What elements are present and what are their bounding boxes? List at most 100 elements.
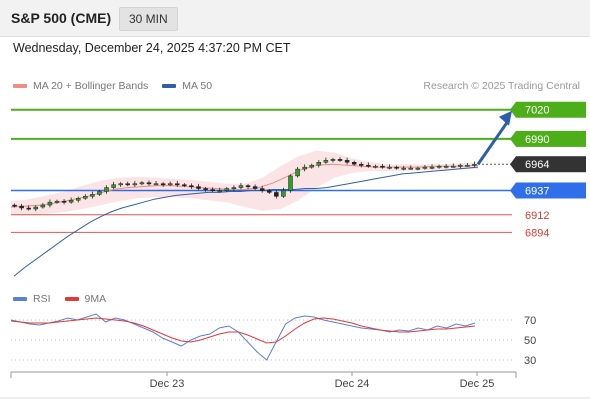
level-tag-pointer-6990 — [510, 130, 516, 147]
candle-body — [245, 185, 251, 188]
forecast-arrow-head — [499, 110, 512, 126]
candle-body — [40, 204, 46, 208]
legend-label-9ma: 9MA — [84, 293, 107, 305]
x-tick-label-2: Dec 25 — [460, 378, 495, 390]
rsi-9ma-line — [10, 317, 476, 344]
legend-item-ma20: MA 20 + Bollinger Bands — [13, 80, 148, 92]
candle-body — [12, 204, 17, 207]
legend-label-rsi: RSI — [33, 293, 51, 305]
legend-label-ma50: MA 50 — [182, 80, 213, 92]
chart-header: S&P 500 (CME) 30 MIN — [0, 0, 590, 37]
candle-body — [465, 164, 470, 167]
candle-body — [302, 166, 307, 170]
bollinger-band — [11, 150, 478, 215]
candle-body — [344, 160, 350, 163]
candle-body — [274, 192, 279, 197]
research-credit: Research © 2025 Trading Central — [423, 80, 580, 92]
level-label-6990: 6990 — [525, 134, 549, 146]
rsi-legend: RSI 9MA — [13, 293, 120, 305]
candle-body — [415, 167, 421, 170]
candle-body — [175, 183, 180, 186]
ma50-line — [13, 166, 479, 277]
level-label-6894: 6894 — [525, 227, 549, 239]
x-tick-label-1: Dec 24 — [335, 378, 370, 390]
level-tag-pointer-6937 — [510, 182, 516, 199]
candle-body — [387, 166, 392, 169]
candle-body — [259, 188, 265, 191]
candle-body — [146, 182, 152, 185]
current-price-tag — [516, 156, 586, 173]
candle-body — [139, 182, 145, 185]
candle-body — [83, 196, 88, 199]
candle-body — [472, 163, 477, 166]
instrument-title: S&P 500 (CME) — [11, 10, 112, 26]
legend-item-ma50: MA 50 — [162, 80, 212, 92]
candle-body — [217, 190, 222, 192]
level-label-7020: 7020 — [525, 105, 549, 117]
level-tag-6990 — [516, 130, 586, 147]
candle-body — [252, 186, 258, 189]
main-legend: MA 20 + Bollinger Bands MA 50 — [13, 80, 226, 92]
current-price-tag-pointer — [510, 156, 516, 173]
candle-body — [429, 166, 435, 169]
candle-body — [118, 183, 123, 186]
candle-body — [401, 167, 406, 170]
candle-body — [436, 165, 442, 168]
legend-swatch-ma50 — [162, 84, 177, 88]
candle-body — [196, 186, 201, 189]
candle-body — [281, 190, 286, 197]
candle-body — [26, 207, 31, 210]
candle-body — [90, 194, 95, 197]
candle-body — [373, 165, 378, 168]
candle-body — [408, 167, 414, 170]
forecast-arrow-shaft — [476, 118, 511, 166]
candle-body — [47, 201, 53, 206]
candle-body — [75, 198, 81, 201]
candle-body — [288, 175, 293, 191]
candle-body — [309, 164, 314, 168]
candle-body — [267, 190, 272, 193]
current-price-label: 6964 — [525, 159, 549, 171]
x-tick-label-0: Dec 23 — [150, 378, 185, 390]
candle-body — [366, 164, 371, 167]
legend-swatch-rsi — [13, 297, 27, 301]
candle-body — [210, 189, 215, 191]
level-tag-pointer-7020 — [510, 101, 516, 118]
candle-body — [394, 166, 399, 169]
level-tag-6937 — [516, 182, 586, 199]
rsi-line — [10, 313, 476, 361]
candle-body — [422, 166, 428, 169]
legend-swatch-9ma — [64, 297, 79, 301]
candle-body — [167, 183, 173, 186]
candle-body — [160, 183, 166, 186]
level-tag-7020 — [516, 101, 586, 118]
candle-body — [359, 163, 364, 166]
candle-body — [111, 184, 116, 188]
timestamp: Wednesday, December 24, 2025 4:37:20 PM … — [13, 41, 291, 55]
level-label-6912: 6912 — [525, 210, 549, 222]
candle-body — [104, 187, 109, 192]
legend-swatch-ma20 — [13, 84, 27, 88]
candle-body — [33, 206, 39, 210]
candle-body — [330, 159, 336, 161]
candle-body — [182, 184, 187, 187]
legend-item-rsi: RSI — [13, 293, 51, 305]
candle-body — [337, 159, 343, 161]
candle-body — [189, 185, 194, 188]
level-label-6937: 6937 — [525, 185, 549, 197]
timeframe-button[interactable]: 30 MIN — [119, 7, 178, 31]
candle-body — [224, 188, 230, 191]
candle-body — [458, 164, 463, 167]
candle-body — [68, 199, 74, 203]
candle-body — [238, 185, 244, 188]
rsi-tick-label-30: 30 — [524, 355, 536, 367]
candle-body — [125, 183, 130, 186]
legend-label-ma20: MA 20 + Bollinger Bands — [33, 80, 149, 92]
candle-body — [61, 200, 67, 203]
candle-body — [19, 205, 24, 209]
candle-body — [132, 183, 138, 186]
candle-body — [203, 188, 208, 190]
legend-item-9ma: 9MA — [64, 293, 107, 305]
candle-body — [380, 165, 385, 168]
